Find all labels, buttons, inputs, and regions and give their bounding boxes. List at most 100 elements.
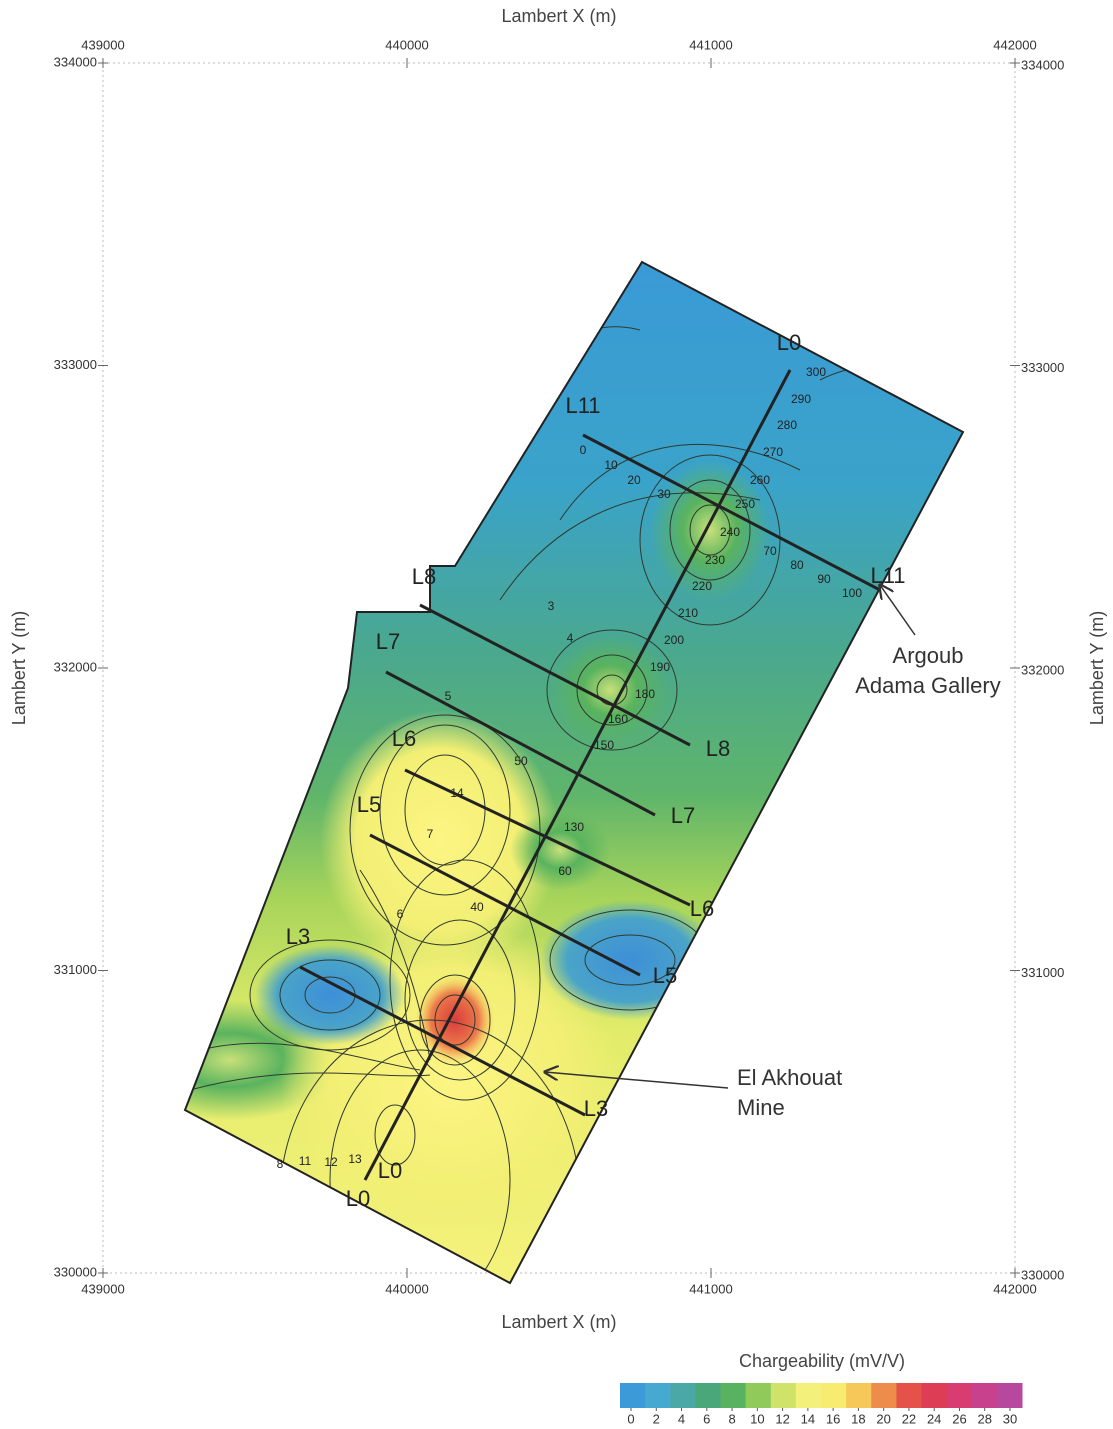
colorbar-bin: [721, 1383, 747, 1408]
x-tick-label: 440000: [385, 1281, 428, 1296]
colorbar-tick-label: 18: [851, 1411, 865, 1426]
contour-label: 100: [842, 586, 862, 600]
colorbar-tick-label: 4: [678, 1411, 685, 1426]
y-tick-label: 333000: [54, 357, 97, 372]
colorbar-tick-label: 30: [1003, 1411, 1017, 1426]
colorbar-bin: [922, 1383, 948, 1408]
colorbar-bin: [896, 1383, 922, 1408]
contour-label: 200: [664, 633, 684, 647]
colorbar-tick-label: 8: [728, 1411, 735, 1426]
contour-label: 8: [277, 1157, 284, 1171]
colorbar-tick-label: 0: [627, 1411, 634, 1426]
y-tick-label: 334000: [54, 54, 97, 69]
colorbar-bin: [997, 1383, 1023, 1408]
contour-label: 40: [470, 900, 484, 914]
contour-label: 190: [650, 660, 670, 674]
colorbar-tick-label: 12: [775, 1411, 789, 1426]
colorbar-bin: [846, 1383, 872, 1408]
annotation: Argoub: [893, 643, 964, 668]
x-tick-label: 442000: [993, 37, 1036, 52]
contour-label: 0: [580, 443, 587, 457]
x-tick-label: 439000: [81, 1281, 124, 1296]
annotation: Adama Gallery: [855, 673, 1001, 698]
contour-label: 250: [735, 497, 755, 511]
contour-label: 7: [427, 827, 434, 841]
contour-label: 13: [348, 1152, 362, 1166]
contour-label: 150: [594, 738, 614, 752]
profile-label: L11: [565, 393, 600, 418]
contour-label: 10: [604, 458, 618, 472]
contour-label: 160: [608, 712, 628, 726]
colorbar-tick-label: 24: [927, 1411, 941, 1426]
contour-label: 240: [720, 525, 740, 539]
profile-label: L5: [653, 963, 677, 988]
contour-label: 230: [705, 553, 725, 567]
contour-label: 12: [324, 1155, 338, 1169]
y-tick-label: 333000: [1021, 360, 1064, 375]
profile-label: L7: [671, 803, 695, 828]
y-axis-title: Lambert Y (m): [1087, 611, 1107, 725]
y-tick-label: 330000: [54, 1264, 97, 1279]
contour-label: 210: [678, 606, 698, 620]
colorbar-tick-label: 10: [750, 1411, 764, 1426]
colorbar-bin: [796, 1383, 822, 1408]
colorbar-bin: [645, 1383, 671, 1408]
annotation-arrow: [880, 585, 915, 635]
map-figure: Lambert X (m) Lambert X (m) Lambert Y (m…: [0, 0, 1113, 1429]
colorbar-bin: [746, 1383, 772, 1408]
contour-label: 30: [657, 487, 671, 501]
colorbar-title: Chargeability (mV/V): [739, 1351, 905, 1371]
contour-label: 4: [567, 631, 574, 645]
contour-label: 11: [299, 1154, 312, 1168]
colorbar-tick-label: 2: [653, 1411, 660, 1426]
profile-label: L8: [706, 736, 730, 761]
y-tick-label: 331000: [54, 962, 97, 977]
colorbar-tick-label: 14: [801, 1411, 815, 1426]
colorbar-bin: [670, 1383, 696, 1408]
contour-label: 80: [790, 558, 804, 572]
colorbar-tick-label: 6: [703, 1411, 710, 1426]
contour-label: 90: [817, 572, 831, 586]
profile-label: L7: [376, 629, 400, 654]
colorbar-bin: [620, 1383, 646, 1408]
contour-label: 6: [397, 907, 404, 921]
contour-label: 220: [692, 579, 712, 593]
colorbar-bin: [771, 1383, 797, 1408]
colorbar-bin: [871, 1383, 897, 1408]
colorbar-tick-label: 16: [826, 1411, 840, 1426]
x-tick-label: 441000: [689, 37, 732, 52]
annotation: Mine: [737, 1095, 785, 1120]
contour-label: 290: [791, 392, 811, 406]
colorbar-bin: [947, 1383, 973, 1408]
contour-label: 50: [514, 754, 528, 768]
contour-label: 300: [806, 365, 826, 379]
x-tick-label: 439000: [81, 37, 124, 52]
x-tick-label: 442000: [993, 1281, 1036, 1296]
y-tick-label: 330000: [1021, 1267, 1064, 1282]
contour-label: 14: [450, 786, 464, 800]
contour-label: 280: [777, 418, 797, 432]
colorbar-bin: [821, 1383, 847, 1408]
profile-label: L5: [357, 792, 381, 817]
y-axis-title: Lambert Y (m): [9, 611, 29, 725]
profile-label: L0: [346, 1186, 370, 1211]
x-tick-label: 441000: [689, 1281, 732, 1296]
contour-label: 20: [627, 473, 641, 487]
contour-label: 5: [445, 689, 452, 703]
colorbar-bin: [972, 1383, 998, 1408]
profile-label: L0: [777, 330, 801, 355]
x-tick-label: 440000: [385, 37, 428, 52]
colorbar-tick-label: 26: [952, 1411, 966, 1426]
contour-label: 3: [548, 599, 555, 613]
profile-label: L0: [378, 1158, 402, 1183]
contour-label: 130: [564, 820, 584, 834]
colorbar-bin: [695, 1383, 721, 1408]
contour-label: 180: [635, 687, 655, 701]
colorbar-tick-label: 20: [876, 1411, 890, 1426]
profile-label: L6: [392, 726, 416, 751]
contour-label: 260: [750, 473, 770, 487]
y-tick-label: 332000: [1021, 662, 1064, 677]
x-axis-title: Lambert X (m): [501, 6, 616, 26]
y-tick-label: 334000: [1021, 57, 1064, 72]
colorbar-tick-label: 22: [902, 1411, 916, 1426]
